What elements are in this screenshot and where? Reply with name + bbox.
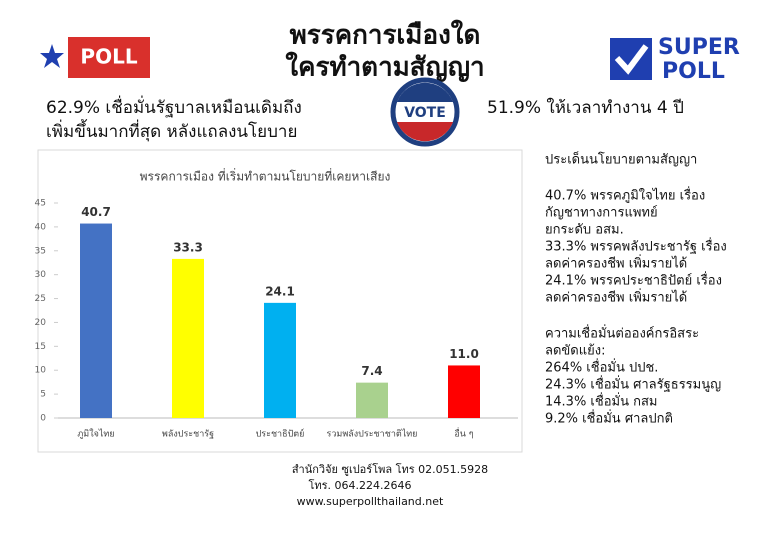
bar <box>264 302 296 418</box>
side-note: 24.3% เชื่อมั่น ศาลรัฐธรรมนูญ <box>545 376 721 393</box>
bar <box>80 223 112 418</box>
side-note: 40.7% พรรคภูมิใจไทย เรื่อง <box>545 187 705 204</box>
side-note: 14.3% เชื่อมั่น กสม <box>545 393 657 410</box>
left-stat: 62.9% เชื่อมั่นรัฐบาลเหมือนเดิมถึง <box>46 95 302 118</box>
star-icon <box>40 44 64 68</box>
side-note: ประเด็นนโยบายตามสัญญา <box>545 150 697 168</box>
x-tick-label: รวมพลังประชาชาติไทย <box>327 429 418 440</box>
plot: 0 5 10 15 20 25 30 35 40 45 ภูมิใจไทย 40.7 พลังประชา… <box>35 199 518 440</box>
bar <box>172 258 204 418</box>
y-tick-label: 10 <box>35 366 47 376</box>
side-note: กัญชาทางการแพทย์ <box>545 205 658 221</box>
data-label: 40.7 <box>81 205 111 219</box>
y-tick-label: 20 <box>35 318 47 328</box>
poll-logo-text: POLL <box>80 45 137 69</box>
title-line: ใครทำตามสัญญา <box>285 52 484 83</box>
title-line: พรรคการเมืองใด <box>290 20 481 51</box>
y-tick-label: 0 <box>40 414 46 424</box>
y-tick-label: 5 <box>40 390 46 400</box>
bar <box>448 365 480 418</box>
y-tick-label: 40 <box>35 222 47 232</box>
data-label: 24.1 <box>265 284 295 298</box>
x-tick-label: อื่น ๆ <box>454 427 473 440</box>
y-tick-label: 45 <box>35 199 46 209</box>
super-poll-text: POLL <box>662 59 725 84</box>
data-label: 11.0 <box>449 347 479 361</box>
vote-badge-text: VOTE <box>404 105 446 121</box>
poll-logo <box>68 37 150 78</box>
side-note: ลดขัดแย้ง: <box>545 344 605 359</box>
side-note: 264% เชื่อมั่น ปปช. <box>545 359 658 376</box>
footer-line: www.superpollthailand.net <box>297 495 444 508</box>
x-tick-label: ประชาธิปัตย์ <box>256 428 305 440</box>
bar <box>356 382 388 418</box>
vote-badge-bottom <box>397 122 453 142</box>
side-note: ความเชื่อมั่นต่อองค์กรอิสระ <box>545 325 699 342</box>
side-notes: ประเด็นนโยบายตามสัญญา 40.7% พรรคภูมิใจไทย… <box>545 150 727 427</box>
right-stat: 51.9% ให้เวลาทำงาน 4 ปี <box>487 97 684 118</box>
side-note: 9.2% เชื่อมั่น ศาลปกติ <box>545 410 673 427</box>
left-stat: เพิ่มขึ้นมากที่สุด หลังแถลงนโยบาย <box>46 119 297 142</box>
x-tick-label: พลังประชารัฐ <box>162 430 214 440</box>
side-note: 24.1% พรรคประชาธิปัตย์ เรื่อง <box>545 272 722 289</box>
side-note: ลดค่าครองชีพ เพิ่มรายได้ <box>545 255 687 272</box>
y-tick-label: 15 <box>35 342 46 352</box>
vote-badge-top <box>397 82 453 102</box>
footer-line: สำนักวิจัย ซูเปอร์โพล โทร 02.051.5928 <box>292 462 488 476</box>
y-tick-label: 25 <box>35 294 46 304</box>
footer-line: โทร. 064.224.2646 <box>308 478 411 492</box>
side-note: ลดค่าครองชีพ เพิ่มรายได้ <box>545 289 687 306</box>
y-tick-label: 30 <box>35 270 47 280</box>
x-tick-label: ภูมิใจไทย <box>77 429 114 440</box>
side-note: ยกระดับ อสม. <box>545 223 624 238</box>
chart-title: พรรคการเมือง ที่เริ่มทำตามนโยบายที่เคยหา… <box>140 168 391 184</box>
side-note: 33.3% พรรคพลังประชารัฐ เรื่อง <box>545 238 727 255</box>
super-poll-text: SUPER <box>658 35 740 60</box>
data-label: 7.4 <box>361 364 382 378</box>
y-tick-label: 35 <box>35 246 46 256</box>
check-icon <box>614 44 649 75</box>
data-label: 33.3 <box>173 240 203 254</box>
